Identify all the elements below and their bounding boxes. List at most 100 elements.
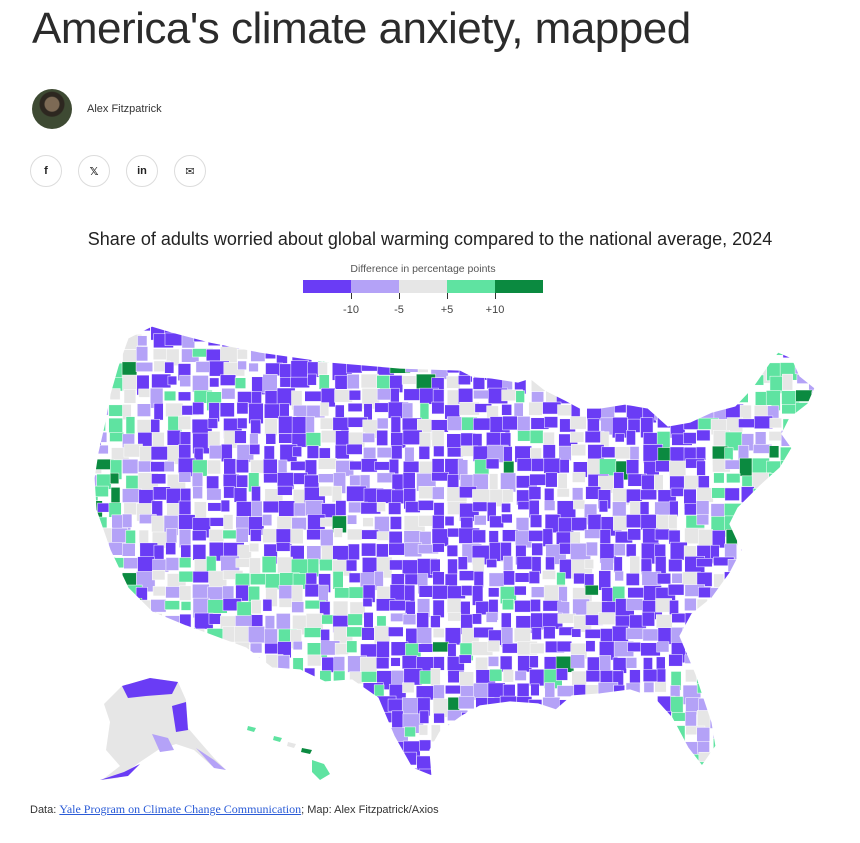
county-cell (809, 625, 815, 645)
county-cell (627, 360, 647, 375)
county-cell (726, 726, 737, 748)
x-share-button[interactable]: 𝕏 (78, 155, 110, 187)
county-cell (289, 713, 300, 732)
county-cell (306, 445, 319, 459)
county-cell (333, 726, 355, 747)
county-cell (808, 516, 815, 531)
county-cell (614, 739, 634, 750)
county-cell (696, 629, 716, 649)
county-cell (502, 489, 514, 503)
county-cell (600, 699, 612, 719)
facebook-share-button[interactable]: f (30, 155, 62, 187)
email-share-button[interactable]: ✉ (174, 155, 206, 187)
county-cell (433, 769, 445, 776)
county-cell (389, 334, 410, 353)
county-cell (556, 769, 575, 776)
county-cell (305, 713, 326, 728)
county-cell (755, 586, 777, 603)
county-cell (94, 570, 109, 583)
county-cell (108, 333, 125, 350)
county-cell (613, 543, 626, 556)
county-cell (557, 332, 572, 343)
county-cell (753, 514, 773, 527)
county-cell (376, 543, 389, 558)
county-cell (234, 430, 247, 444)
county-cell (181, 653, 192, 673)
county-cell (138, 388, 151, 398)
county-cell (346, 485, 367, 502)
county-cell (741, 502, 754, 521)
county-cell (503, 332, 525, 352)
county-cell (797, 682, 808, 704)
county-cell (572, 698, 587, 713)
county-cell (318, 584, 329, 603)
county-cell (654, 402, 666, 421)
county-cell (403, 388, 421, 401)
author-name[interactable]: Alex Fitzpatrick (87, 103, 162, 115)
county-cell (181, 784, 191, 788)
county-cell (179, 557, 192, 569)
linkedin-share-button[interactable]: in (126, 155, 158, 187)
county-cell (780, 460, 796, 471)
county-cell (558, 345, 570, 355)
county-cell (460, 348, 479, 368)
county-cell (416, 326, 432, 330)
county-cell (249, 433, 259, 445)
county-cell (542, 696, 561, 713)
county-cell (824, 641, 836, 657)
county-cell (447, 767, 459, 776)
county-cell (376, 754, 391, 773)
county-cell (345, 559, 358, 572)
county-cell (290, 461, 308, 471)
county-cell (769, 740, 780, 758)
county-cell (334, 349, 348, 364)
county-cell (809, 738, 815, 751)
county-cell (781, 640, 796, 657)
county-cell (349, 326, 371, 335)
county-cell (94, 556, 116, 567)
county-cell (669, 739, 685, 754)
county-cell (739, 726, 756, 740)
author-avatar[interactable] (32, 89, 72, 129)
county-cell (473, 326, 488, 340)
county-cell (135, 362, 153, 372)
county-cell (390, 657, 401, 667)
county-cell (555, 668, 568, 681)
county-cell (318, 332, 337, 342)
yale-source-link[interactable]: Yale Program on Climate Change Communica… (59, 802, 302, 816)
county-cell (96, 614, 109, 626)
county-cell (458, 388, 474, 405)
county-cell (794, 333, 814, 356)
county-cell (684, 349, 705, 367)
county-cell (248, 656, 260, 677)
county-cell (433, 754, 450, 771)
county-cell (110, 641, 130, 653)
county-cell (361, 627, 375, 641)
county-cell (489, 668, 503, 682)
county-cell (710, 334, 723, 353)
county-cell (739, 457, 753, 477)
county-cell (97, 326, 113, 330)
county-cell (222, 529, 237, 540)
county-cell (461, 724, 480, 736)
county-cell (711, 627, 726, 638)
county-cell (573, 726, 586, 740)
county-cell (180, 601, 192, 611)
county-cell (95, 585, 106, 603)
county-cell (796, 614, 807, 627)
county-cell (653, 754, 665, 765)
us-county-map[interactable] (0, 318, 860, 788)
county-cell (165, 557, 180, 571)
county-cell (178, 415, 192, 430)
county-cell (192, 682, 209, 703)
county-cell (569, 431, 585, 443)
county-cell (643, 681, 655, 693)
county-cell (276, 711, 288, 733)
county-cell (725, 585, 735, 596)
county-cell (262, 781, 271, 788)
county-cell (165, 542, 176, 555)
county-cell (487, 739, 507, 760)
county-cell (446, 598, 462, 615)
county-cell (433, 712, 445, 724)
county-cell (755, 685, 776, 700)
